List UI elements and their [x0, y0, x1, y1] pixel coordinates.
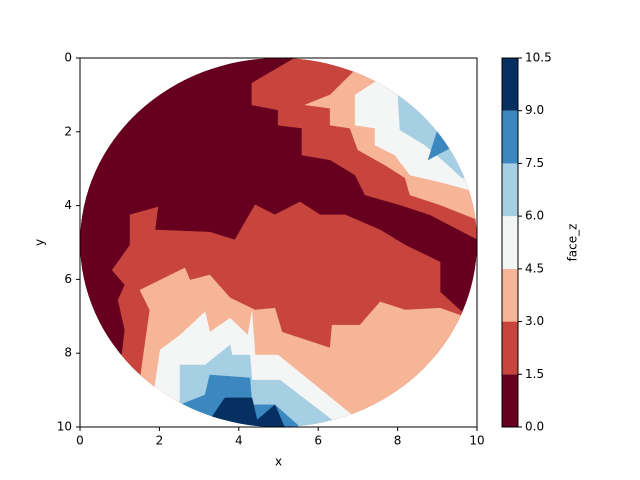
x-tick-label: 10	[469, 434, 484, 448]
colorbar-band	[502, 268, 518, 322]
colorbar-tick-label: 4.5	[525, 261, 544, 275]
colorbar-band	[502, 374, 518, 427]
axes-frame	[79, 57, 478, 428]
x-tick-label: 2	[156, 434, 164, 448]
y-tick-label: 10	[57, 420, 72, 434]
colorbar-tick-label: 6.0	[525, 209, 544, 223]
x-tick-label: 8	[394, 434, 402, 448]
x-tick-label: 6	[314, 434, 322, 448]
colorbar-label: face_z	[566, 224, 580, 262]
colorbar-tick-label: 3.0	[525, 314, 544, 328]
contour-region	[209, 397, 291, 427]
colorbar-frame	[501, 57, 519, 428]
colorbar-band	[502, 321, 518, 375]
colorbar-tick-label: 1.5	[525, 367, 544, 381]
colorbar-band	[502, 163, 518, 217]
x-tick-label: 4	[235, 434, 243, 448]
colorbar-band	[502, 58, 518, 111]
y-tick-label: 0	[64, 51, 72, 65]
x-tick-label: 0	[76, 434, 84, 448]
contour-area	[80, 58, 477, 427]
y-tick-label: 8	[64, 346, 72, 360]
y-tick-label: 2	[64, 124, 72, 138]
colorbar-tick-label: 0.0	[525, 420, 544, 434]
y-tick-label: 6	[64, 272, 72, 286]
colorbar-tick-label: 10.5	[525, 51, 552, 65]
colorbar-band	[502, 110, 518, 164]
colorbar-tick-label: 9.0	[525, 103, 544, 117]
x-axis-label: x	[275, 455, 282, 469]
y-axis-label: y	[33, 239, 47, 246]
colorbar-tick-label: 7.5	[525, 156, 544, 170]
colorbar-band	[502, 216, 518, 269]
y-tick-label: 4	[64, 198, 72, 212]
